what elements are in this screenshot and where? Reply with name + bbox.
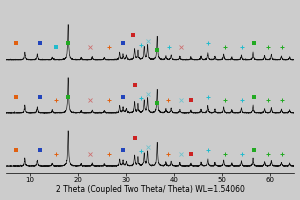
X-axis label: 2 Theta (Coupled Two Theta/ Theta) WL=1.54060: 2 Theta (Coupled Two Theta/ Theta) WL=1.… — [56, 185, 244, 194]
